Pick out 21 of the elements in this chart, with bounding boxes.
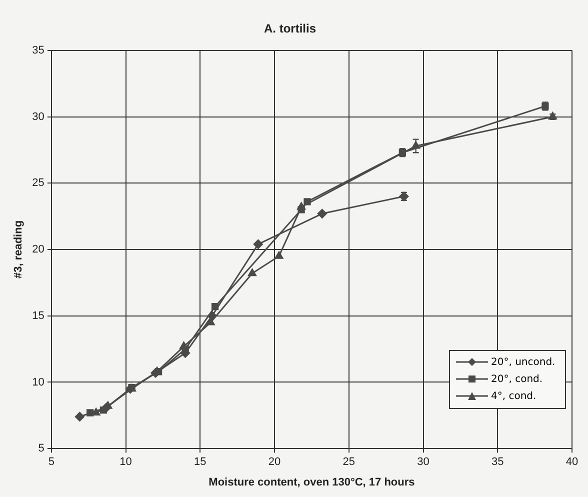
y-tick-label: 15 bbox=[32, 310, 44, 322]
x-tick-label: 25 bbox=[342, 456, 356, 468]
legend-label: 20°, uncond. bbox=[491, 356, 556, 368]
legend-label: 4°, cond. bbox=[491, 390, 536, 402]
y-tick-label: 10 bbox=[32, 376, 44, 388]
y-tick-label: 25 bbox=[32, 177, 44, 190]
x-tick-label: 15 bbox=[194, 456, 206, 468]
y-tick-label: 35 bbox=[32, 44, 44, 56]
y-axis-title: #3, reading bbox=[12, 220, 25, 279]
x-axis-title: Moisture content, oven 130°C, 17 hours bbox=[208, 476, 415, 488]
x-tick-label: 35 bbox=[492, 456, 504, 468]
x-tick-label: 30 bbox=[417, 456, 430, 468]
x-tick-label: 5 bbox=[48, 456, 54, 468]
legend-label: 20°, cond. bbox=[491, 374, 543, 385]
x-tick-label: 20 bbox=[268, 456, 281, 468]
y-tick-label: 30 bbox=[32, 110, 44, 123]
x-tick-label: 40 bbox=[566, 456, 578, 468]
y-tick-label: 20 bbox=[32, 244, 44, 256]
y-tick-label: 5 bbox=[38, 442, 44, 455]
x-tick-label: 10 bbox=[120, 456, 132, 468]
chart-title: A. tortilis bbox=[264, 22, 316, 36]
